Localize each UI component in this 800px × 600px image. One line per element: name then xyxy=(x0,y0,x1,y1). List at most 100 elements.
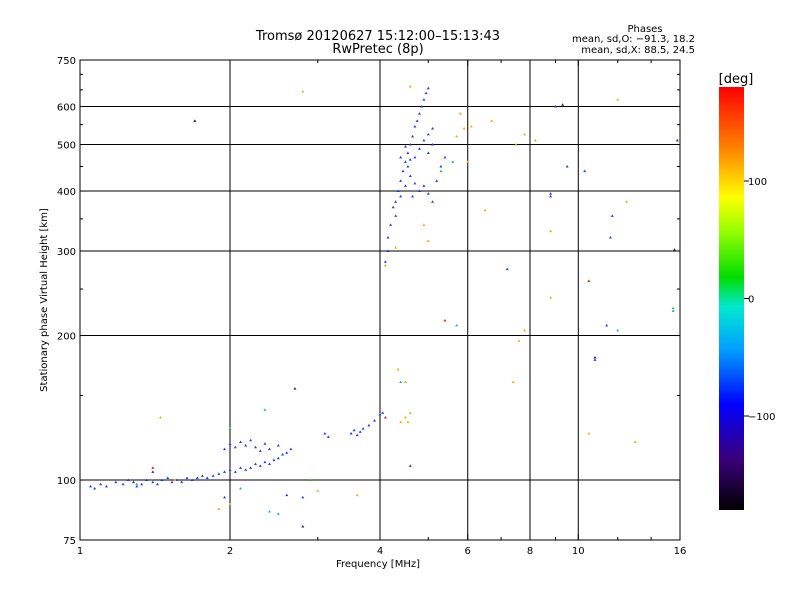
data-point xyxy=(267,509,271,513)
data-point xyxy=(381,411,385,414)
x-tick-label: 10 xyxy=(572,546,585,557)
data-point xyxy=(406,151,410,155)
data-point xyxy=(439,164,443,168)
data-point xyxy=(417,147,421,150)
data-point xyxy=(355,493,359,497)
data-point xyxy=(422,138,426,142)
data-point xyxy=(211,474,215,477)
data-point xyxy=(408,174,412,177)
data-point xyxy=(549,194,553,198)
data-point xyxy=(420,105,424,108)
data-point xyxy=(583,169,587,173)
data-point xyxy=(272,458,276,462)
data-point xyxy=(301,495,305,499)
data-point xyxy=(523,328,527,332)
data-point xyxy=(399,155,403,159)
gridlines xyxy=(80,60,680,540)
data-point xyxy=(361,427,365,430)
data-point xyxy=(195,476,199,479)
data-point xyxy=(426,192,430,195)
phases-line-x: mean, sd,X: 88.5, 24.5 xyxy=(581,45,695,56)
x-tick-label: 4 xyxy=(377,546,383,557)
data-point xyxy=(155,482,159,486)
data-point xyxy=(228,442,232,445)
y-tick-label: 500 xyxy=(57,141,76,152)
data-point xyxy=(281,453,285,456)
y-tick-label: 300 xyxy=(57,247,76,258)
data-point xyxy=(316,489,320,492)
data-point xyxy=(593,355,597,359)
data-point xyxy=(616,328,620,332)
data-point xyxy=(399,179,403,182)
data-point xyxy=(386,249,390,253)
data-point xyxy=(253,462,257,465)
data-point xyxy=(608,236,612,239)
x-tick-label: 2 xyxy=(227,546,233,557)
data-point xyxy=(426,132,430,136)
data-point xyxy=(593,358,597,361)
data-point xyxy=(490,119,494,122)
data-point xyxy=(403,184,407,187)
data-point xyxy=(135,482,139,486)
y-tick-label: 200 xyxy=(57,332,76,343)
y-axis-label: Stationary phase Virtual Height [km] xyxy=(39,208,50,392)
data-point xyxy=(190,478,194,482)
data-point xyxy=(469,125,473,128)
data-point xyxy=(160,478,164,482)
data-point xyxy=(383,415,387,419)
data-point xyxy=(170,480,174,484)
colorbar xyxy=(719,87,744,510)
data-point xyxy=(126,478,130,482)
data-point xyxy=(549,296,553,299)
data-point xyxy=(458,112,462,115)
data-point xyxy=(326,435,330,438)
data-point xyxy=(439,169,443,173)
data-point xyxy=(276,444,280,447)
x-tick-label: 8 xyxy=(527,546,533,557)
data-point xyxy=(114,480,118,484)
data-point xyxy=(308,478,312,482)
data-point xyxy=(121,482,125,486)
data-point xyxy=(223,495,227,499)
data-point xyxy=(671,306,675,310)
data-point xyxy=(358,430,362,433)
data-point xyxy=(249,438,253,442)
data-point xyxy=(451,160,455,163)
data-point xyxy=(285,493,289,497)
data-point xyxy=(422,223,426,226)
data-point xyxy=(396,367,400,371)
colorbar-ticks: 100 0 −100 xyxy=(744,177,775,423)
data-point xyxy=(151,480,155,484)
data-point xyxy=(93,487,97,490)
data-point xyxy=(443,318,447,322)
data-point xyxy=(431,200,435,203)
data-point xyxy=(403,380,407,384)
data-point xyxy=(401,169,405,173)
data-point xyxy=(217,507,221,511)
data-point xyxy=(253,445,257,449)
data-point xyxy=(104,484,108,488)
colorbar-tick-label: 0 xyxy=(748,295,754,306)
data-point xyxy=(435,179,439,182)
data-point xyxy=(301,525,305,528)
data-point xyxy=(244,444,248,447)
data-point xyxy=(217,472,221,475)
data-point xyxy=(411,134,415,138)
data-point xyxy=(289,447,293,451)
data-point xyxy=(394,200,398,203)
data-point xyxy=(263,408,267,411)
data-point xyxy=(549,192,553,195)
x-tick-label: 1 xyxy=(77,546,83,557)
y-tick-label: 750 xyxy=(57,56,76,67)
data-point xyxy=(151,470,155,473)
data-point xyxy=(373,419,377,422)
phases-line-o: mean, sd,O: −91.3, 18.2 xyxy=(572,34,695,45)
chart-subtitle: RwPretec (8p) xyxy=(332,42,423,57)
data-point xyxy=(431,143,435,146)
data-point xyxy=(633,440,637,444)
data-point xyxy=(408,85,412,88)
data-point xyxy=(413,155,417,159)
data-point xyxy=(386,236,390,239)
data-point xyxy=(180,480,184,484)
data-point xyxy=(417,112,421,115)
